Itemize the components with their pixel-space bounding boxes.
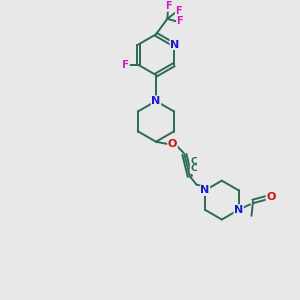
- Text: C: C: [190, 157, 197, 166]
- Text: O: O: [266, 192, 276, 202]
- Text: N: N: [234, 205, 243, 215]
- Text: F: F: [176, 6, 182, 16]
- Text: N: N: [152, 96, 160, 106]
- Text: N: N: [200, 185, 210, 195]
- Text: C: C: [190, 164, 197, 173]
- Text: F: F: [165, 1, 171, 11]
- Text: F: F: [177, 16, 183, 26]
- Text: N: N: [170, 40, 179, 50]
- Text: O: O: [168, 139, 177, 149]
- Text: F: F: [122, 60, 129, 70]
